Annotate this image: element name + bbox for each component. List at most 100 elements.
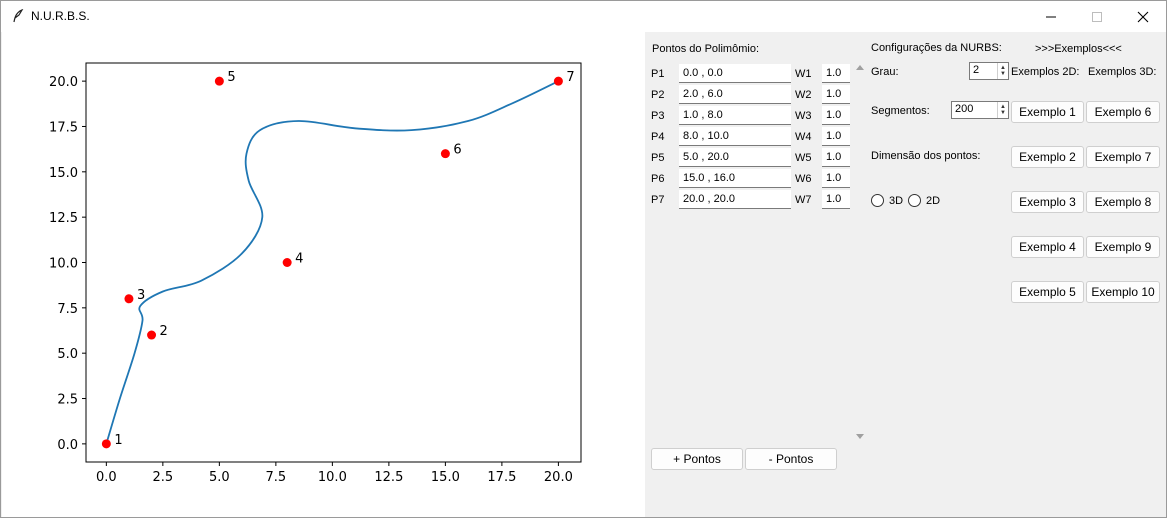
point-label: P5 — [651, 152, 665, 164]
weight-input[interactable]: 1.0 — [822, 106, 850, 125]
y-tick-label: 2.5 — [57, 393, 78, 408]
x-tick-label: 5.0 — [209, 470, 230, 485]
x-tick-label: 15.0 — [431, 470, 460, 485]
maximize-icon — [1092, 11, 1102, 22]
weight-input[interactable]: 1.0 — [822, 190, 850, 209]
radio-3d[interactable] — [871, 194, 884, 207]
control-point-label: 5 — [227, 70, 235, 85]
point-coords-input[interactable]: 20.0 , 20.0 — [679, 190, 791, 209]
nurbs-plot[interactable]: 0.0 2.5 5.0 7.5 10.0 12.5 15.0 17.5 20.0 0.0 2.5 5.… — [2, 32, 645, 517]
example-2d-button[interactable]: Exemplo 3 — [1011, 191, 1084, 213]
control-point — [282, 258, 292, 267]
control-point — [101, 439, 111, 449]
weight-input[interactable]: 1.0 — [822, 85, 850, 104]
point-coords-input[interactable]: 1.0 , 8.0 — [679, 106, 791, 125]
control-point — [124, 294, 134, 304]
close-button[interactable] — [1120, 1, 1166, 32]
examples-header: >>>Exemplos<<< — [1035, 43, 1122, 55]
y-tick-label: 10.0 — [49, 257, 78, 272]
add-points-button[interactable]: + Pontos — [651, 448, 743, 470]
x-tick-label: 12.5 — [374, 470, 403, 485]
points-scrollbar[interactable] — [853, 64, 867, 442]
example-2d-button[interactable]: Exemplo 1 — [1011, 101, 1084, 123]
weight-label: W7 — [795, 194, 812, 206]
point-label: P4 — [651, 131, 665, 143]
spin-arrows-icon[interactable]: ▲ ▼ — [997, 102, 1008, 118]
control-point — [214, 76, 224, 86]
point-coords-input[interactable]: 0.0 , 0.0 — [679, 64, 791, 83]
y-tick-label: 15.0 — [49, 166, 78, 181]
minimize-icon — [1046, 16, 1056, 17]
y-tick-label: 7.5 — [57, 302, 78, 317]
minimize-button[interactable] — [1028, 1, 1074, 32]
dimensao-label: Dimensão dos pontos: — [871, 150, 981, 162]
scroll-down-icon — [856, 434, 864, 439]
point-label: P7 — [651, 194, 665, 206]
point-coords-input[interactable]: 15.0 , 16.0 — [679, 169, 791, 188]
grau-label: Grau: — [871, 66, 899, 78]
segmentos-spinbox[interactable]: 200 ▲ ▼ — [951, 101, 1009, 119]
example-2d-button[interactable]: Exemplo 2 — [1011, 146, 1084, 168]
x-tick-label: 0.0 — [96, 470, 117, 485]
y-tick-label: 0.0 — [57, 438, 78, 453]
control-point-label: 6 — [453, 143, 461, 158]
control-point — [147, 330, 157, 340]
examples-3d-label: Exemplos 3D: — [1088, 66, 1157, 78]
y-tick-label: 20.0 — [49, 75, 78, 90]
segmentos-label: Segmentos: — [871, 105, 930, 117]
weight-input[interactable]: 1.0 — [822, 169, 850, 188]
control-point-label: 3 — [137, 288, 145, 303]
weight-input[interactable]: 1.0 — [822, 148, 850, 167]
weight-input[interactable]: 1.0 — [822, 127, 850, 146]
point-label: P2 — [651, 89, 665, 101]
remove-points-button[interactable]: - Pontos — [745, 448, 837, 470]
grau-value: 2 — [973, 64, 980, 76]
point-label: P6 — [651, 173, 665, 185]
maximize-button[interactable] — [1074, 1, 1120, 32]
point-label: P1 — [651, 68, 665, 80]
point-label: P3 — [651, 110, 665, 122]
config-header: Configurações da NURBS: — [871, 42, 1002, 54]
scrollbar-arrows — [856, 65, 864, 439]
x-tick-label: 2.5 — [153, 470, 174, 485]
examples-2d-label: Exemplos 2D: — [1011, 66, 1080, 78]
spin-arrows-icon[interactable]: ▲ ▼ — [997, 63, 1008, 79]
weight-label: W3 — [795, 110, 812, 122]
point-coords-input[interactable]: 5.0 , 20.0 — [679, 148, 791, 167]
example-3d-button[interactable]: Exemplo 7 — [1086, 146, 1160, 168]
weight-label: W4 — [795, 131, 812, 143]
weight-label: W5 — [795, 152, 812, 164]
y-tick-label: 12.5 — [49, 211, 78, 226]
example-2d-button[interactable]: Exemplo 5 — [1011, 281, 1084, 303]
x-tick-label: 10.0 — [318, 470, 347, 485]
control-point-label: 1 — [114, 433, 122, 448]
control-point-label: 4 — [295, 252, 303, 267]
example-3d-button[interactable]: Exemplo 10 — [1086, 281, 1160, 303]
example-3d-button[interactable]: Exemplo 8 — [1086, 191, 1160, 213]
x-tick-label: 17.5 — [487, 470, 516, 485]
segmentos-value: 200 — [955, 103, 974, 115]
control-point — [553, 76, 563, 86]
radio-2d[interactable] — [908, 194, 921, 207]
example-2d-button[interactable]: Exemplo 4 — [1011, 236, 1084, 258]
weight-input[interactable]: 1.0 — [822, 64, 850, 83]
control-point — [440, 149, 450, 159]
title-bar: N.U.R.B.S. — [1, 1, 1166, 32]
nurbs-curve — [105, 80, 559, 445]
close-icon — [1137, 11, 1149, 22]
y-tick-label: 17.5 — [49, 120, 78, 135]
scroll-up-icon — [856, 65, 864, 70]
control-point-label: 2 — [160, 324, 168, 339]
control-point-label: 7 — [566, 70, 574, 85]
example-3d-button[interactable]: Exemplo 9 — [1086, 236, 1160, 258]
example-3d-button[interactable]: Exemplo 6 — [1086, 101, 1160, 123]
point-coords-input[interactable]: 2.0 , 6.0 — [679, 85, 791, 104]
grau-spinbox[interactable]: 2 ▲ ▼ — [969, 62, 1009, 80]
x-tick-label: 7.5 — [266, 470, 287, 485]
y-tick-label: 5.0 — [57, 347, 78, 362]
weight-label: W1 — [795, 68, 812, 80]
point-coords-input[interactable]: 8.0 , 10.0 — [679, 127, 791, 146]
x-tick-label: 20.0 — [544, 470, 573, 485]
points-header: Pontos do Polimômio: — [652, 43, 759, 55]
